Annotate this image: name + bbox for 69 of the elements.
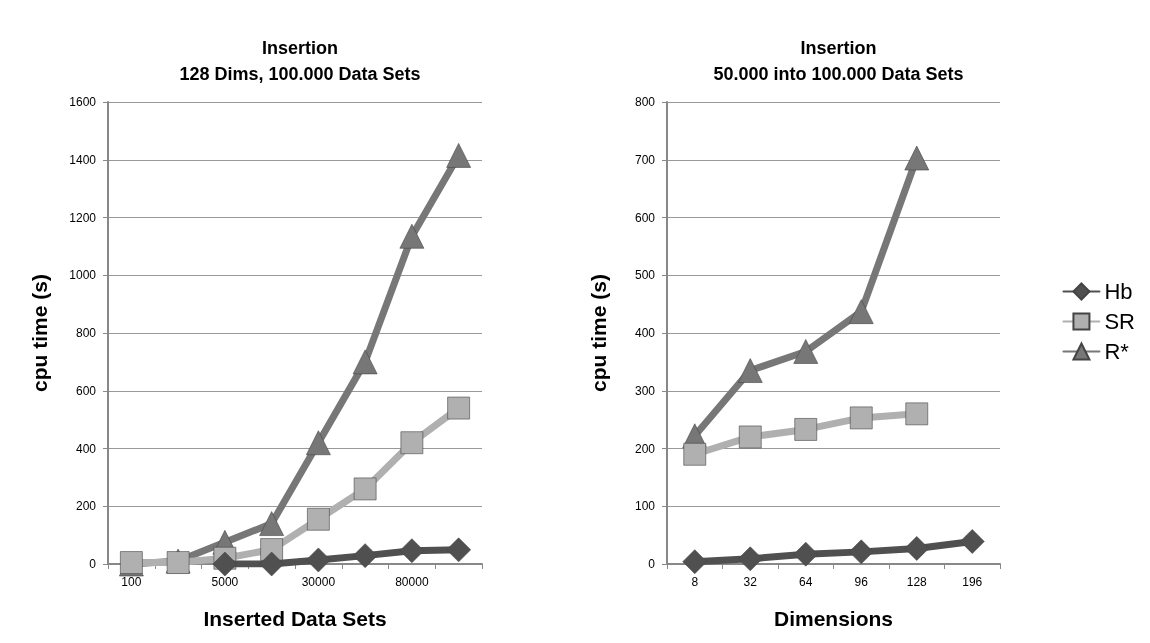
x-tick-label: 128 xyxy=(906,575,928,589)
x-tick-label: 80000 xyxy=(395,575,429,589)
point xyxy=(849,406,873,430)
legend-label: R* xyxy=(1104,339,1130,364)
x-axis-title: Dimensions xyxy=(773,607,894,630)
x-tick-label: 5000 xyxy=(211,575,239,589)
x-axis-title: Inserted Data Sets xyxy=(203,607,387,630)
point xyxy=(399,223,425,249)
y-tick-label: 400 xyxy=(634,326,656,340)
y-tick-label: 1200 xyxy=(69,210,97,225)
point xyxy=(737,358,763,383)
x-tick-label: 196 xyxy=(962,575,983,589)
point xyxy=(400,431,424,455)
y-tick-label: 1400 xyxy=(69,152,97,167)
y-tick-label: 300 xyxy=(634,383,656,398)
x-tick-label: 30000 xyxy=(301,575,336,589)
y-tick-label: 1600 xyxy=(69,95,97,109)
point xyxy=(399,538,425,564)
y-tick-label: 800 xyxy=(634,95,656,109)
x-tick-label: 32 xyxy=(743,575,758,589)
point xyxy=(212,551,238,577)
y-tick-label: 800 xyxy=(75,326,97,340)
point xyxy=(904,145,930,171)
point xyxy=(959,529,985,554)
y-tick-label: 200 xyxy=(634,441,656,456)
chart-title: Insertion xyxy=(261,38,339,58)
point xyxy=(446,537,471,563)
x-tick-label: 8 xyxy=(691,575,699,589)
point xyxy=(904,536,930,561)
point xyxy=(259,511,284,536)
y-tick-label: 600 xyxy=(634,210,656,225)
point xyxy=(793,339,819,364)
point xyxy=(683,442,707,466)
y-axis-title: cpu time (s) xyxy=(28,274,51,392)
point xyxy=(307,507,330,531)
point xyxy=(793,541,819,567)
legend-label: Hb xyxy=(1104,279,1133,304)
y-axis-title: cpu time (s) xyxy=(587,274,610,392)
point xyxy=(905,402,929,426)
y-tick-label: 100 xyxy=(634,499,656,514)
x-tick-label: 100 xyxy=(121,575,142,589)
y-tick-label: 400 xyxy=(75,441,97,456)
chart-title: Insertion xyxy=(800,38,877,58)
point xyxy=(446,143,471,168)
y-tick-label: 0 xyxy=(89,557,97,571)
point xyxy=(848,299,874,324)
point xyxy=(682,549,708,574)
y-tick-label: 0 xyxy=(648,557,656,571)
point xyxy=(738,425,762,449)
y-tick-label: 200 xyxy=(75,499,97,514)
point xyxy=(259,551,284,577)
point xyxy=(306,430,331,456)
point xyxy=(737,546,763,572)
x-tick-label: 96 xyxy=(854,575,869,589)
point xyxy=(794,418,818,441)
y-tick-label: 600 xyxy=(75,383,97,398)
point xyxy=(848,539,874,565)
point xyxy=(306,547,331,573)
legend-label: SR xyxy=(1104,309,1135,334)
point xyxy=(352,543,378,568)
point xyxy=(447,396,470,420)
chart-subtitle: 50.000 into 100.000 Data Sets xyxy=(713,64,964,84)
chart-subtitle: 128 Dims, 100.000 Data Sets xyxy=(179,64,421,84)
point xyxy=(353,477,377,501)
y-tick-label: 700 xyxy=(634,152,656,167)
y-tick-label: 500 xyxy=(634,268,656,283)
x-tick-label: 64 xyxy=(799,575,813,589)
y-tick-label: 1000 xyxy=(69,268,97,283)
point xyxy=(352,349,378,375)
